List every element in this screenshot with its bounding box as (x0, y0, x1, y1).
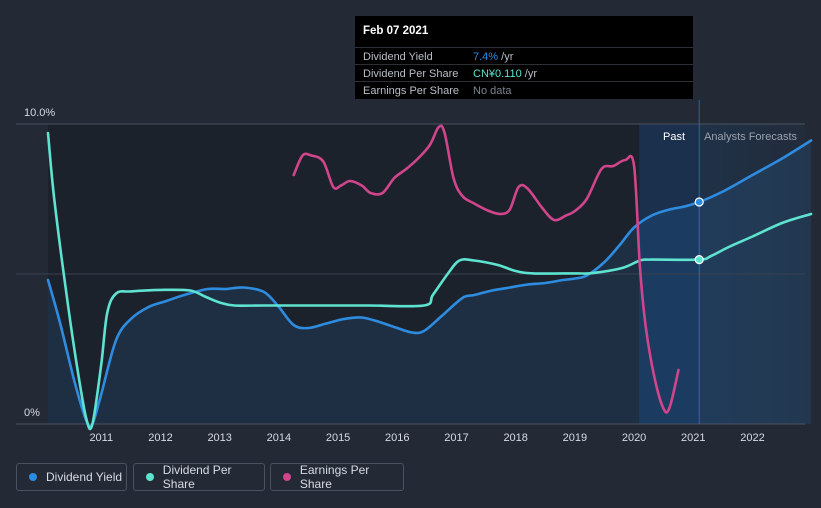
x-tick-label: 2015 (326, 432, 350, 444)
dividend-per-share-marker (694, 255, 704, 265)
x-tick-label: 2011 (89, 432, 113, 444)
earnings-per-share-line (292, 124, 680, 414)
dividend-yield-marker (694, 197, 704, 207)
tooltip-value: CN¥0.110 /yr (473, 68, 537, 80)
tooltip-row-earnings-per-share: Earnings Per Share No data (355, 81, 693, 99)
x-tick-label: 2022 (740, 432, 764, 444)
tooltip-value: No data (473, 85, 512, 97)
legend-earnings-per-share[interactable]: Earnings Per Share (270, 463, 404, 491)
x-tick-label: 2019 (563, 432, 587, 444)
tooltip-row-dividend-yield: Dividend Yield 7.4% /yr (355, 47, 693, 65)
tooltip-label: Dividend Yield (363, 51, 433, 63)
y-label-top: 10.0% (24, 107, 55, 119)
past-label: Past (663, 131, 685, 143)
x-tick-label: 2021 (681, 432, 705, 444)
legend-dot-icon (146, 473, 154, 481)
x-tick-label: 2020 (622, 432, 646, 444)
dividend-yield-line (46, 139, 813, 429)
legend-label: Dividend Per Share (162, 463, 232, 491)
tooltip: Feb 07 2021 Dividend Yield 7.4% /yr Divi… (355, 16, 693, 99)
legend-dividend-per-share[interactable]: Dividend Per Share (133, 463, 265, 491)
x-tick-label: 2014 (267, 432, 291, 444)
tooltip-label: Earnings Per Share (363, 85, 459, 97)
legend-dividend-yield[interactable]: Dividend Yield (16, 463, 127, 491)
tooltip-value: 7.4% /yr (473, 51, 514, 63)
legend-label: Earnings Per Share (299, 463, 370, 491)
forecast-label: Analysts Forecasts (704, 131, 797, 143)
x-tick-label: 2017 (444, 432, 468, 444)
y-label-bottom: 0% (24, 407, 40, 419)
tooltip-row-dividend-per-share: Dividend Per Share CN¥0.110 /yr (355, 64, 693, 82)
legend-dot-icon (29, 473, 37, 481)
x-tick-label: 2016 (385, 432, 409, 444)
tooltip-date: Feb 07 2021 (363, 25, 429, 37)
dividend-per-share-line (46, 131, 813, 431)
x-tick-label: 2012 (148, 432, 172, 444)
x-tick-label: 2013 (207, 432, 231, 444)
legend-label: Dividend Yield (46, 470, 123, 484)
legend-dot-icon (283, 473, 291, 481)
tooltip-label: Dividend Per Share (363, 68, 459, 80)
dividend-yield-area (48, 140, 812, 427)
x-tick-label: 2018 (503, 432, 527, 444)
